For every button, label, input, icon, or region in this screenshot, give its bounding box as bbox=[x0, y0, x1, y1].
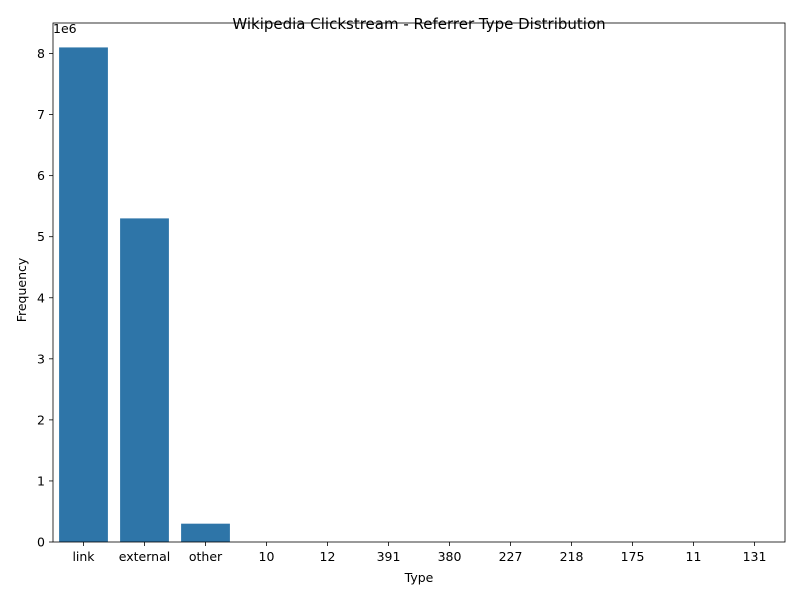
bar-link bbox=[59, 47, 108, 543]
y-tick-label: 5 bbox=[37, 229, 45, 244]
y-axis-offset-label: 1e6 bbox=[53, 21, 77, 36]
x-tick-label: 218 bbox=[560, 549, 584, 564]
x-tick-label: 380 bbox=[438, 549, 462, 564]
x-tick-label: 10 bbox=[259, 549, 275, 564]
x-axis-label: Type bbox=[404, 570, 434, 585]
y-axis-ticks: 0 1 2 3 4 5 6 7 8 bbox=[37, 46, 53, 550]
y-axis-label: Frequency bbox=[14, 257, 29, 322]
bar-external bbox=[120, 218, 169, 542]
x-axis-ticks: link external other 10 12 391 380 227 218 175 11 13… bbox=[72, 542, 766, 564]
bar-other bbox=[181, 523, 230, 542]
chart-title: Wikipedia Clickstream - Referrer Type Di… bbox=[232, 15, 605, 33]
x-tick-label: external bbox=[119, 549, 170, 564]
x-tick-label: 391 bbox=[377, 549, 401, 564]
x-tick-label: other bbox=[189, 549, 223, 564]
x-tick-label: 11 bbox=[686, 549, 702, 564]
x-tick-label: 12 bbox=[320, 549, 336, 564]
y-tick-label: 3 bbox=[37, 351, 45, 366]
x-tick-label: 227 bbox=[499, 549, 523, 564]
y-tick-label: 4 bbox=[37, 290, 45, 305]
y-tick-label: 2 bbox=[37, 412, 45, 427]
x-tick-label: 175 bbox=[621, 549, 645, 564]
bars-group bbox=[59, 47, 230, 543]
plot-frame bbox=[52, 22, 786, 543]
x-tick-label: link bbox=[72, 549, 95, 564]
y-tick-label: 6 bbox=[37, 168, 45, 183]
y-tick-label: 7 bbox=[37, 107, 45, 122]
x-tick-label: 131 bbox=[743, 549, 767, 564]
y-tick-label: 0 bbox=[37, 535, 45, 550]
y-tick-label: 8 bbox=[37, 46, 45, 61]
y-tick-label: 1 bbox=[37, 473, 45, 488]
